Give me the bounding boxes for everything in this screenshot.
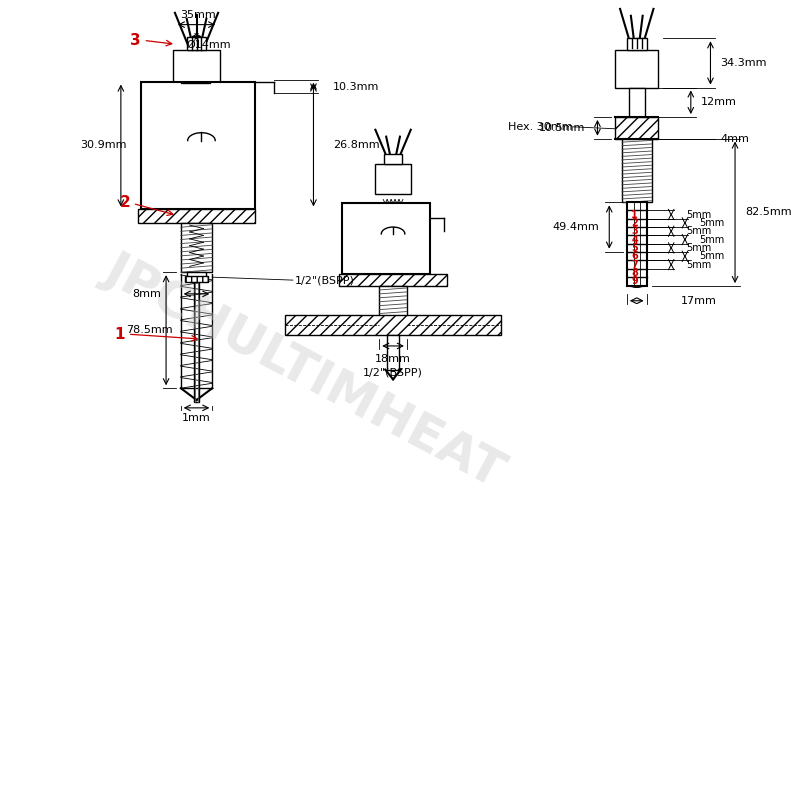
Text: Hex. 30mm: Hex. 30mm <box>508 122 573 132</box>
Text: 5mm: 5mm <box>700 234 725 245</box>
Bar <box>137 210 255 223</box>
Text: 78.5mm: 78.5mm <box>126 326 172 335</box>
Bar <box>615 117 658 138</box>
Text: 8mm: 8mm <box>132 289 161 299</box>
Text: 7: 7 <box>631 260 638 270</box>
Bar <box>173 50 220 82</box>
Text: 2: 2 <box>631 218 638 228</box>
Text: 1/2"(BSPP): 1/2"(BSPP) <box>363 367 423 378</box>
Text: JPCHULTIMHEAT: JPCHULTIMHEAT <box>97 245 512 496</box>
Bar <box>375 164 411 194</box>
Text: 5mm: 5mm <box>700 251 725 262</box>
Text: 1/2"(BSPP): 1/2"(BSPP) <box>294 275 354 285</box>
Text: 4: 4 <box>631 234 638 245</box>
Text: 10.5mm: 10.5mm <box>539 123 586 133</box>
Bar <box>629 87 645 117</box>
Bar <box>615 50 658 87</box>
Bar <box>627 38 646 50</box>
Bar <box>342 203 430 274</box>
Bar <box>387 335 399 370</box>
Text: 10.3mm: 10.3mm <box>333 82 380 91</box>
Text: 3: 3 <box>130 33 141 48</box>
Bar <box>185 276 208 282</box>
Text: 34.3mm: 34.3mm <box>721 58 767 68</box>
Text: 17mm: 17mm <box>681 296 717 306</box>
Text: 5: 5 <box>631 243 638 253</box>
Text: 1: 1 <box>631 210 638 219</box>
Text: 5mm: 5mm <box>686 243 711 253</box>
Bar <box>627 202 646 286</box>
Bar <box>384 154 402 164</box>
Text: 30.9mm: 30.9mm <box>80 141 126 150</box>
Text: 49.4mm: 49.4mm <box>553 222 599 232</box>
Text: 3: 3 <box>631 226 638 236</box>
Bar <box>622 138 651 202</box>
Bar <box>339 274 447 286</box>
Text: 1: 1 <box>115 326 125 342</box>
Text: 12mm: 12mm <box>701 98 737 107</box>
Text: 2: 2 <box>120 195 130 210</box>
Text: Ø14mm: Ø14mm <box>186 40 231 50</box>
Text: 4mm: 4mm <box>721 134 749 144</box>
Bar <box>379 286 407 318</box>
Bar <box>194 272 200 402</box>
Text: 18mm: 18mm <box>375 354 411 364</box>
Text: 5mm: 5mm <box>686 260 711 270</box>
Bar <box>187 38 207 50</box>
Text: 8: 8 <box>631 268 638 278</box>
Text: 26.8mm: 26.8mm <box>333 141 380 150</box>
Bar <box>181 223 212 272</box>
Text: 35mm: 35mm <box>180 10 216 20</box>
Text: 5mm: 5mm <box>700 218 725 228</box>
Text: 82.5mm: 82.5mm <box>745 207 792 218</box>
Text: 6: 6 <box>631 251 638 262</box>
Text: 5mm: 5mm <box>686 226 711 236</box>
Text: 1mm: 1mm <box>182 413 211 422</box>
Bar <box>140 82 255 210</box>
Text: 9: 9 <box>631 276 638 286</box>
Text: 5mm: 5mm <box>686 210 711 219</box>
Bar <box>285 315 501 335</box>
Bar <box>187 272 207 278</box>
